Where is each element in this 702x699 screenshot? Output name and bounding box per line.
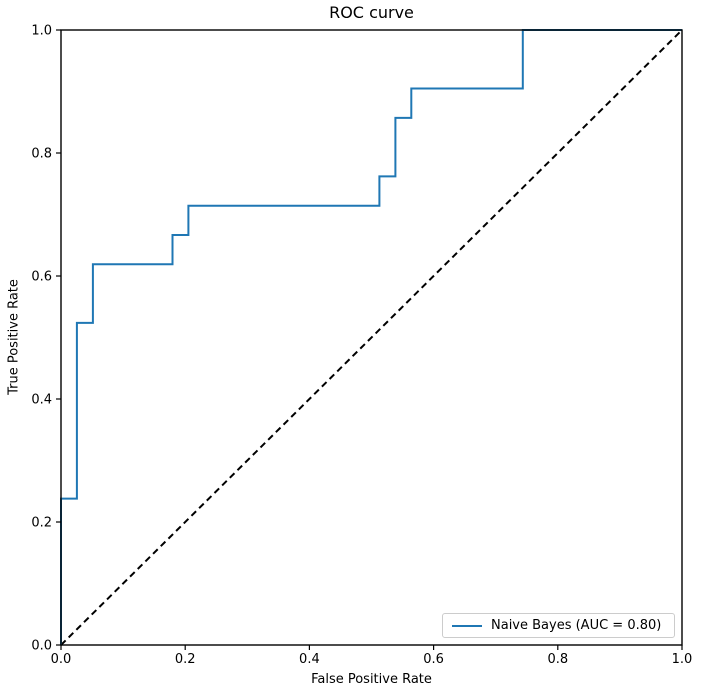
- x-tick-label: 1.0: [672, 652, 693, 667]
- x-tick-label: 0.0: [51, 652, 72, 667]
- y-axis-label: True Positive Rate: [6, 279, 22, 395]
- y-tick-label: 1.0: [31, 24, 52, 39]
- y-tick-label: 0.0: [31, 639, 52, 654]
- chance-diagonal-line: [60, 29, 683, 646]
- y-tick-label: 0.6: [31, 270, 52, 285]
- x-axis-label: False Positive Rate: [311, 672, 432, 687]
- x-tick-label: 0.6: [423, 652, 444, 667]
- chart-title: ROC curve: [329, 3, 414, 22]
- legend-label: Naive Bayes (AUC = 0.80): [491, 618, 662, 633]
- legend: Naive Bayes (AUC = 0.80): [442, 613, 675, 638]
- y-tick-label: 0.8: [31, 147, 52, 162]
- legend-line-sample: [452, 624, 482, 627]
- x-tick-label: 0.8: [547, 652, 568, 667]
- x-tick-label: 0.2: [175, 652, 196, 667]
- x-tick-label: 0.4: [299, 652, 320, 667]
- axes-frame: [60, 29, 683, 646]
- roc-curve-line: [60, 29, 682, 645]
- y-tick-label: 0.2: [31, 516, 52, 531]
- y-tick-label: 0.4: [31, 393, 52, 408]
